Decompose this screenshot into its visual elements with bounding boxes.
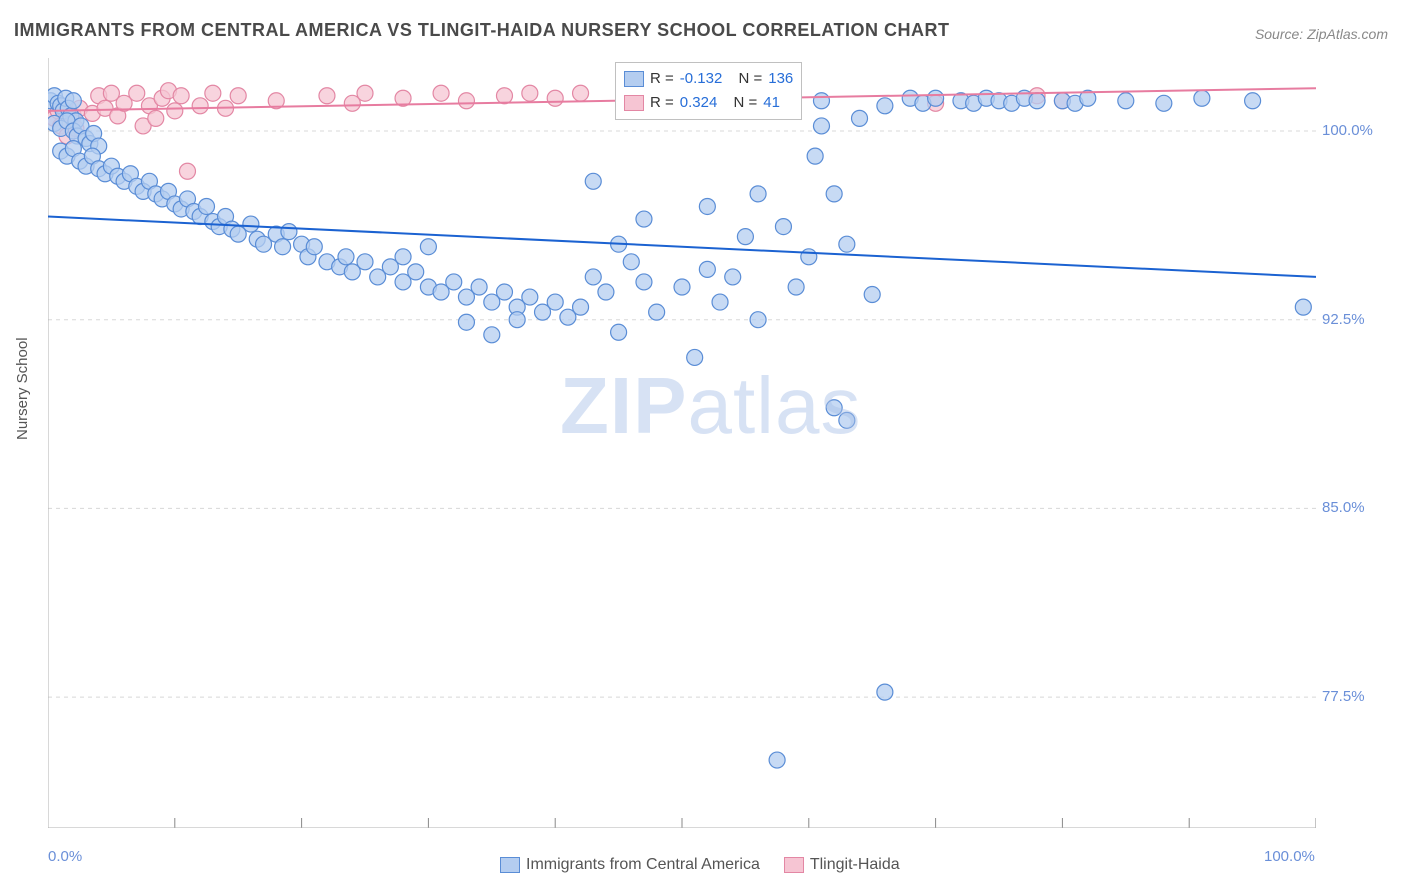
y-tick-label: 77.5% — [1322, 688, 1365, 705]
correlation-stats-box: R = -0.132 N = 136 R = 0.324 N = 41 — [615, 62, 802, 120]
legend-item-series-b: Tlingit-Haida — [784, 856, 900, 874]
series-a-n-value: 136 — [768, 67, 793, 91]
series-legend: Immigrants from Central America Tlingit-… — [500, 856, 900, 874]
source-name: ZipAtlas.com — [1307, 26, 1388, 42]
x-tick-label: 100.0% — [1264, 848, 1315, 865]
series-a-r-value: -0.132 — [680, 67, 723, 91]
series-a-swatch-icon — [624, 71, 644, 87]
series-b-swatch-icon — [624, 95, 644, 111]
y-tick-label: 92.5% — [1322, 311, 1365, 328]
stats-row-series-a: R = -0.132 N = 136 — [624, 67, 793, 91]
n-label: N = — [738, 67, 762, 91]
scatter-plot — [48, 58, 1316, 828]
chart-container: IMMIGRANTS FROM CENTRAL AMERICA VS TLING… — [0, 0, 1406, 892]
series-b-name: Tlingit-Haida — [810, 856, 900, 874]
series-a-swatch-icon — [500, 857, 520, 873]
y-tick-label: 100.0% — [1322, 122, 1373, 139]
y-axis-label: Nursery School — [14, 337, 31, 440]
series-a-name: Immigrants from Central America — [526, 856, 760, 874]
y-tick-label: 85.0% — [1322, 499, 1365, 516]
source-label: Source: — [1255, 26, 1303, 42]
chart-title: IMMIGRANTS FROM CENTRAL AMERICA VS TLING… — [14, 20, 950, 41]
source-attribution: Source: ZipAtlas.com — [1255, 26, 1388, 42]
stats-row-series-b: R = 0.324 N = 41 — [624, 91, 793, 115]
series-b-r-value: 0.324 — [680, 91, 718, 115]
x-tick-label: 0.0% — [48, 848, 82, 865]
legend-item-series-a: Immigrants from Central America — [500, 856, 760, 874]
n-label: N = — [733, 91, 757, 115]
series-b-swatch-icon — [784, 857, 804, 873]
series-b-n-value: 41 — [763, 91, 780, 115]
r-label: R = — [650, 91, 674, 115]
r-label: R = — [650, 67, 674, 91]
